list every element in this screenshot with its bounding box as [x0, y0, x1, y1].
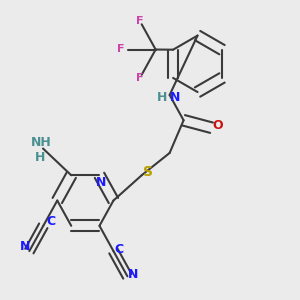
Text: N: N — [20, 240, 30, 253]
Text: F: F — [117, 44, 125, 54]
Text: C: C — [46, 215, 55, 228]
Text: F: F — [136, 73, 143, 83]
Text: N: N — [96, 176, 106, 189]
Text: O: O — [213, 119, 224, 132]
Text: S: S — [142, 165, 153, 179]
Text: NH: NH — [31, 136, 52, 149]
Text: N: N — [128, 268, 139, 281]
Text: H: H — [157, 92, 167, 104]
Text: C: C — [115, 243, 124, 256]
Text: F: F — [136, 16, 143, 26]
Text: N: N — [170, 92, 180, 104]
Text: H: H — [35, 151, 45, 164]
